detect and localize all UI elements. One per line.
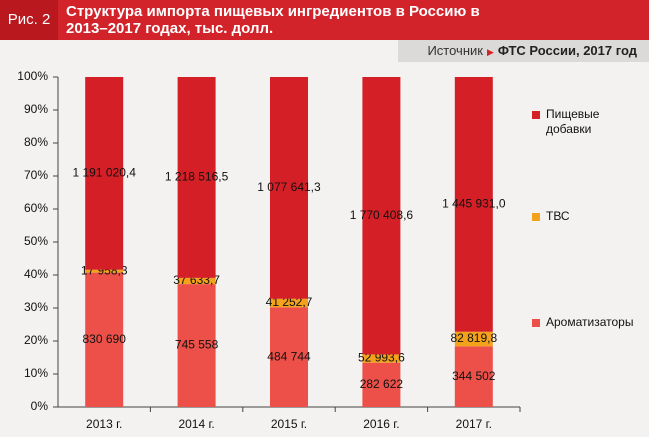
bar-segment (270, 77, 308, 299)
y-tick-label: 10% (24, 366, 48, 380)
x-tick-label: 2014 г. (178, 417, 214, 431)
x-tick-label: 2013 г. (86, 417, 122, 431)
legend-swatch (532, 111, 540, 119)
x-tick-label: 2017 г. (456, 417, 492, 431)
source-bar: Источник ▶ ФТС России, 2017 год (398, 40, 649, 62)
source: ФТС России, 2017 год (497, 43, 637, 58)
bar-segment (177, 284, 216, 407)
data-label: 1 770 408,6 (350, 208, 414, 222)
legend-swatch (532, 213, 540, 221)
source-label: Источник (427, 43, 483, 58)
y-tick-label: 50% (24, 234, 48, 248)
legend-swatch (532, 319, 540, 327)
bar-segment (454, 346, 493, 407)
chart-title: Структура импорта пищевых ингредиентов в… (66, 3, 480, 37)
y-tick-label: 30% (24, 300, 48, 314)
arrow: ▶ (486, 47, 494, 57)
bar-segment (270, 307, 308, 407)
data-label: 1 077 641,3 (257, 180, 321, 194)
data-label: 1 445 931,0 (442, 197, 506, 211)
legend-label: Пищевые добавки (546, 107, 600, 136)
legend-label: ТВС (546, 209, 570, 223)
bar-segment (85, 272, 124, 407)
y-tick-label: 90% (24, 102, 48, 116)
data-label: 1 218 516,5 (165, 170, 229, 184)
y-tick-label: 100% (17, 69, 48, 83)
data-label: 1 191 020,4 (72, 166, 136, 180)
bar-segment (362, 362, 401, 407)
data-label: 745 558 (175, 338, 219, 352)
bar-segment (362, 354, 401, 363)
data-label: 830 690 (83, 332, 127, 346)
bar-segment (454, 331, 493, 347)
y-tick-label: 60% (24, 201, 48, 215)
header-bar (0, 0, 649, 40)
y-tick-label: 20% (24, 333, 48, 347)
data-label: 82 819,8 (450, 331, 497, 345)
bar-segment (362, 77, 401, 355)
bar-segment (85, 77, 124, 270)
bar-segment (177, 77, 216, 278)
data-label: 282 622 (360, 377, 404, 391)
data-label: 344 502 (452, 369, 496, 383)
x-tick-label: 2016 г. (363, 417, 399, 431)
figure-label: Рис. 2 (0, 0, 58, 40)
y-tick-label: 40% (24, 267, 48, 281)
y-tick-label: 70% (24, 168, 48, 182)
data-label: 484 744 (267, 349, 311, 363)
y-tick-label: 0% (31, 399, 49, 413)
x-tick-label: 2015 г. (271, 417, 307, 431)
legend-label: Ароматизаторы (546, 315, 633, 329)
bar-segment (454, 77, 493, 332)
bar-segment (85, 269, 124, 273)
bar-segment (270, 298, 308, 308)
y-tick-label: 80% (24, 135, 48, 149)
bar-segment (177, 277, 216, 285)
